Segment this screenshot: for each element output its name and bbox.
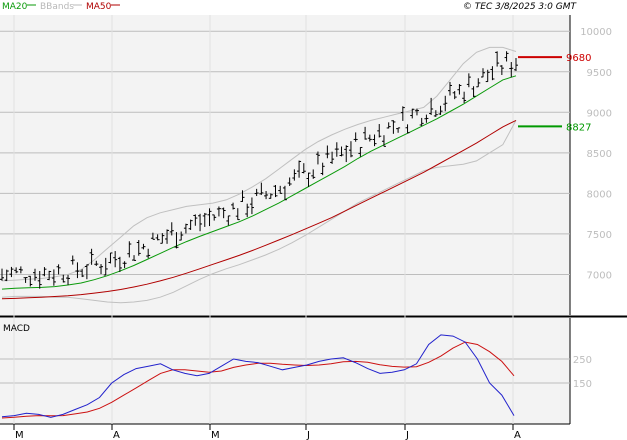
price-y-tick-label: 8000	[587, 189, 612, 200]
legend: MA20 BBands MA50	[2, 2, 120, 12]
price-level-label: 9680	[566, 53, 591, 64]
macd-line	[1, 334, 515, 418]
macd-lines	[1, 334, 515, 419]
price-y-tick-label: 9500	[587, 68, 612, 79]
ma50-line	[1, 119, 517, 300]
moving-averages	[1, 75, 517, 300]
macd-y-tick-label: 150	[573, 379, 592, 390]
ma20-line	[1, 75, 517, 290]
x-tick-label: M	[211, 430, 220, 440]
price-level-label: 8827	[566, 122, 591, 133]
price-y-tick-label: 7500	[587, 230, 612, 241]
price-y-tick-label: 7000	[587, 270, 612, 281]
price-y-tick-label: 9000	[587, 108, 612, 119]
x-tick-label: A	[514, 430, 521, 440]
price-levels: 9680 8827	[518, 53, 591, 133]
macd-y-tick-label: 250	[573, 355, 592, 366]
x-tick-label: A	[113, 430, 120, 440]
legend-ma50-label: MA50	[86, 2, 112, 12]
macd-signal-line	[1, 341, 515, 419]
price-y-tick-label: 8500	[587, 149, 612, 160]
x-tick-label: J	[405, 430, 409, 440]
price-bars	[0, 51, 518, 289]
legend-bbands-label: BBands	[40, 2, 74, 12]
x-tick-label: J	[306, 430, 310, 440]
gridlines	[0, 15, 570, 424]
y-axis-labels: 10000 9500 9000 8500 8000 7500 7000 250 150	[573, 27, 612, 390]
x-tick-label: M	[15, 430, 24, 440]
macd-title: MACD	[3, 324, 30, 334]
macd-panel-background	[0, 318, 570, 424]
legend-ma20-label: MA20	[2, 2, 28, 12]
price-y-tick-label: 10000	[580, 27, 612, 38]
source-timestamp: © TEC 3/8/2025 3:0 GMT	[463, 2, 578, 12]
